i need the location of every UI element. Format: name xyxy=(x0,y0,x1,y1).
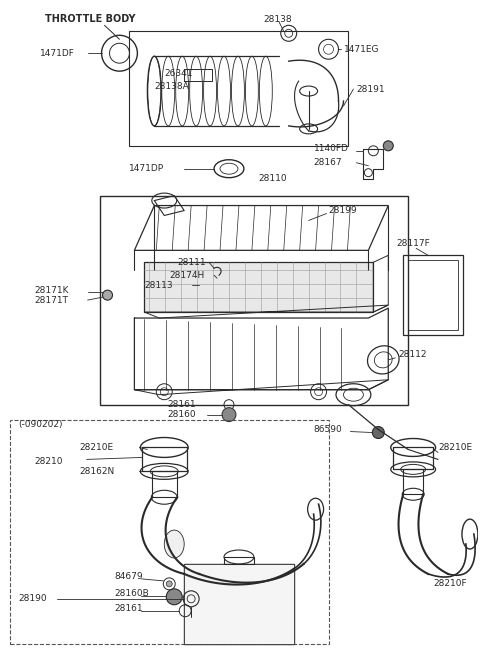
Circle shape xyxy=(166,589,182,605)
Text: 1471EG: 1471EG xyxy=(344,45,379,54)
Text: 28110: 28110 xyxy=(259,174,288,183)
Bar xyxy=(10,420,328,644)
Text: 86590: 86590 xyxy=(313,425,342,434)
Circle shape xyxy=(372,426,384,438)
Circle shape xyxy=(222,407,236,422)
Circle shape xyxy=(166,581,172,587)
Circle shape xyxy=(384,141,393,151)
Circle shape xyxy=(103,290,112,300)
Text: 28210E: 28210E xyxy=(438,443,472,452)
Text: 28112: 28112 xyxy=(398,350,427,359)
Text: 28199: 28199 xyxy=(328,206,357,215)
Text: 28210E: 28210E xyxy=(80,443,114,452)
Text: 28191: 28191 xyxy=(357,85,385,94)
Bar xyxy=(408,260,458,330)
Bar xyxy=(184,69,212,81)
Text: 28161: 28161 xyxy=(115,604,143,613)
Text: 28160B: 28160B xyxy=(115,589,149,598)
Bar xyxy=(130,31,348,146)
Text: THROTTLE BODY: THROTTLE BODY xyxy=(45,14,135,24)
Bar xyxy=(184,564,294,644)
Text: 28174H: 28174H xyxy=(169,271,204,279)
Text: 28117F: 28117F xyxy=(396,239,430,248)
Text: 28171K: 28171K xyxy=(35,285,69,295)
Bar xyxy=(184,564,294,644)
Text: 28160: 28160 xyxy=(167,410,196,419)
Text: (-090202): (-090202) xyxy=(18,420,62,429)
Text: 28111: 28111 xyxy=(177,258,206,267)
Text: 28113: 28113 xyxy=(144,281,173,290)
Text: 84679: 84679 xyxy=(115,573,143,581)
Bar xyxy=(99,195,408,405)
Bar xyxy=(144,262,373,312)
Text: 1471DF: 1471DF xyxy=(40,49,75,58)
Text: 28210: 28210 xyxy=(35,457,63,466)
Text: 28162N: 28162N xyxy=(80,467,115,476)
Text: 1471DP: 1471DP xyxy=(130,164,165,173)
Text: 28190: 28190 xyxy=(18,594,47,604)
Text: 28161: 28161 xyxy=(167,400,196,409)
Text: 28167: 28167 xyxy=(313,158,342,167)
Text: 28138: 28138 xyxy=(264,15,292,24)
Text: 28138A: 28138A xyxy=(154,81,189,91)
Text: 26341: 26341 xyxy=(164,69,193,77)
Ellipse shape xyxy=(164,530,184,558)
Text: 1140FD: 1140FD xyxy=(313,144,348,154)
Text: 28171T: 28171T xyxy=(35,296,69,304)
Text: 28210F: 28210F xyxy=(433,579,467,588)
Bar xyxy=(403,255,463,335)
